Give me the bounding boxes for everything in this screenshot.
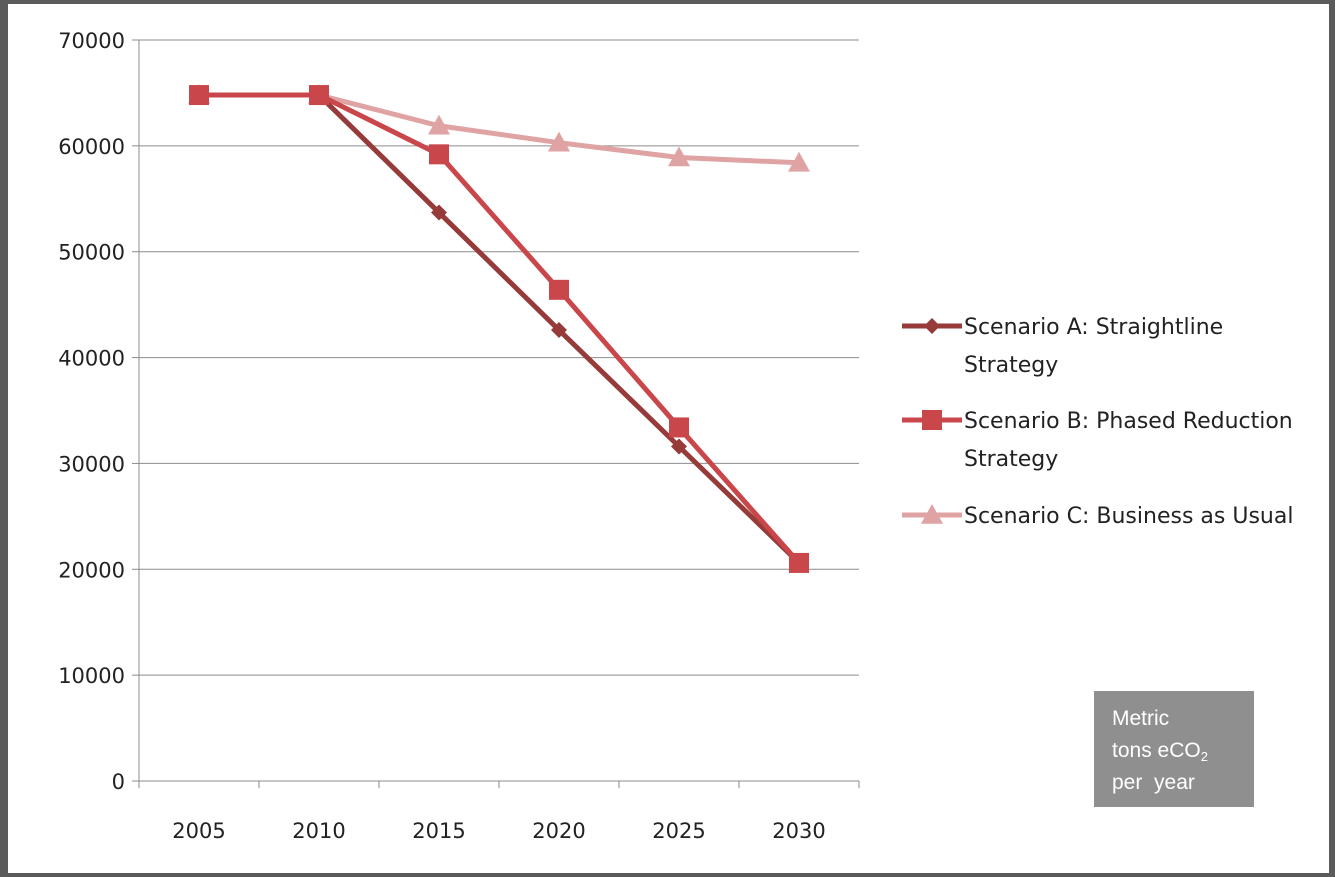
data-point (669, 417, 689, 438)
series-layer (188, 84, 810, 573)
legend-item: Scenario C: Business as Usual (902, 504, 1293, 529)
data-point (309, 85, 329, 106)
legend-label: Scenario B: Phased Reduction (964, 409, 1293, 434)
x-tick-label: 2015 (412, 819, 465, 843)
series-line (199, 92, 800, 166)
legend-label: Strategy (964, 447, 1058, 472)
x-tick-label: 2010 (292, 819, 345, 843)
legend-marker (924, 318, 940, 334)
legend-label: Strategy (964, 353, 1058, 378)
gridlines (139, 39, 859, 676)
data-point (671, 438, 687, 455)
legend-marker (922, 410, 942, 430)
x-tick-label: 2005 (172, 819, 225, 843)
data-point (431, 204, 447, 221)
data-point (548, 131, 570, 152)
y-tick-label: 40000 (58, 347, 125, 371)
series-line (199, 92, 801, 565)
unit-label-box: Metric tons eCO2 per year (1094, 691, 1254, 807)
legend-label: Scenario C: Business as Usual (964, 504, 1293, 529)
series-square (189, 85, 809, 573)
axes: 0 10000 20000 30000 40000 50000 60000 70000 2005… (58, 29, 860, 843)
y-tick-label: 0 (112, 770, 125, 794)
unit-line-2-subscript: 2 (1200, 749, 1208, 764)
y-tick-label: 70000 (58, 29, 125, 53)
data-point (668, 146, 690, 167)
y-tick-label: 50000 (58, 241, 125, 265)
data-point (549, 279, 569, 300)
legend-item: Scenario B: Phased Reduction Strategy (902, 409, 1293, 472)
unit-line-1: Metric (1112, 707, 1170, 730)
unit-line-3: per year (1112, 771, 1195, 794)
data-point (429, 144, 449, 165)
legend: Scenario A: StraightlineStrategyScenario… (902, 315, 1293, 529)
y-tick-label: 10000 (58, 664, 125, 688)
y-tick-label: 30000 (58, 452, 125, 476)
legend-label: Scenario A: Straightline (964, 315, 1223, 340)
data-point (788, 151, 810, 172)
unit-line-2-prefix: tons eCO (1112, 739, 1201, 762)
x-tick-label: 2020 (532, 819, 585, 843)
legend-item: Scenario A: Straightline Strategy (902, 315, 1223, 378)
legend-marker (921, 504, 943, 524)
data-point (551, 322, 567, 339)
series-line (199, 92, 801, 565)
unit-line-2: tons eCO2 (1112, 735, 1254, 767)
data-point (189, 85, 209, 106)
data-point (789, 552, 809, 573)
y-tick-label: 20000 (58, 558, 125, 582)
x-tick-label: 2025 (652, 819, 705, 843)
chart-area: 0 10000 20000 30000 40000 50000 60000 70000 2005… (8, 4, 1329, 873)
data-point (428, 114, 450, 135)
y-tick-label: 60000 (58, 135, 125, 159)
x-tick-label: 2030 (772, 819, 825, 843)
emissions-line-chart: 0 10000 20000 30000 40000 50000 60000 70000 2005… (58, 29, 1293, 843)
